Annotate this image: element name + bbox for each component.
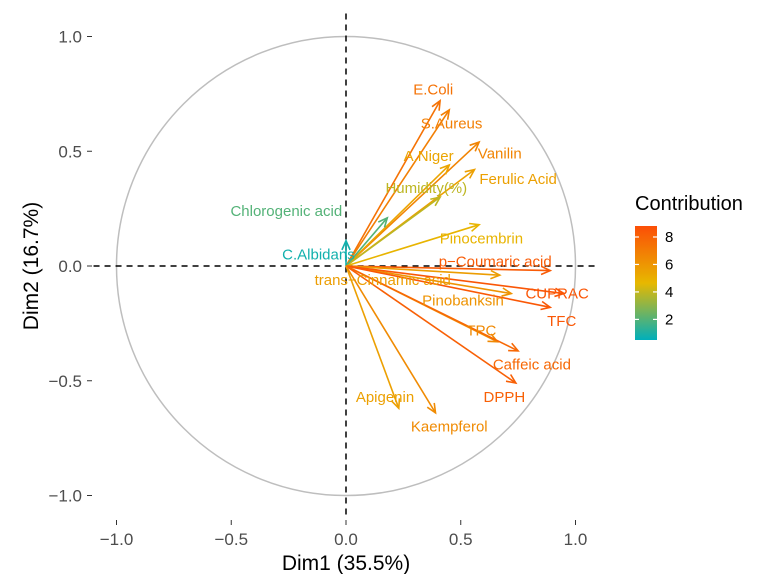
arrow-head <box>469 222 481 232</box>
variable-label: Pinobanksin <box>422 292 504 309</box>
arrow-shaft <box>345 265 500 276</box>
contribution-legend: Contribution 2 4 6 8 <box>635 193 743 340</box>
x-tick-label: 0.0 <box>334 530 358 549</box>
arrow-shaft <box>345 100 441 267</box>
arrow-head <box>341 238 351 251</box>
axes: −1.0 −0.5 0.0 0.5 1.0 −1.0 −0.5 0.0 0.5 1.0 <box>48 28 587 550</box>
y-tick-label: 0.5 <box>58 142 82 161</box>
variable-label: Ferulic Acid <box>479 171 557 188</box>
variable-label: DPPH <box>484 389 526 406</box>
arrow-shaft <box>345 265 551 309</box>
arrow-head <box>469 140 481 152</box>
arrow-head <box>391 398 401 411</box>
variable-label: trans−Cinnamic acid <box>315 272 451 289</box>
arrow-pinobanksin <box>345 265 514 297</box>
arrow-shaft <box>345 265 437 414</box>
arrow-apigenin <box>345 265 401 411</box>
arrow-shaft <box>345 265 565 295</box>
arrow-p-coumaric-acid <box>345 265 553 276</box>
arrow-head <box>505 374 518 385</box>
variable-label: TFC <box>547 313 576 330</box>
variable-label: C.Albidans <box>282 247 355 264</box>
arrow-head <box>540 265 553 276</box>
arrow-head <box>431 99 442 111</box>
legend-title: Contribution <box>635 193 743 215</box>
arrow-shaft <box>345 265 517 384</box>
arrow-head <box>487 333 500 343</box>
arrow-head <box>508 342 520 352</box>
arrow-head <box>377 216 389 228</box>
arrow-humidity <box>345 195 442 267</box>
variable-label: Apigenin <box>356 389 414 406</box>
arrow-dpph <box>345 265 518 385</box>
legend-tick-label: 2 <box>665 311 673 328</box>
arrow-c-albidans <box>341 238 351 266</box>
variable-label: A.Niger <box>404 148 454 165</box>
legend-colorbar <box>635 226 657 340</box>
arrow-head <box>440 108 451 120</box>
x-tick-label: 1.0 <box>564 530 588 549</box>
arrow-s-aureus <box>345 108 451 267</box>
arrow-head <box>439 163 451 175</box>
y-tick-label: 1.0 <box>58 28 82 47</box>
arrow-kaempferol <box>345 265 437 415</box>
variable-label: CUPRAC <box>525 286 589 303</box>
legend-tick-label: 8 <box>665 229 673 246</box>
variable-label: Vanilin <box>478 146 522 163</box>
variable-label: TPC <box>466 322 496 339</box>
variable-label: Humidity(%) <box>385 180 467 197</box>
variable-label: Caffeic acid <box>493 357 571 374</box>
plot-area: E.Coli S.Aureus Vanilin A.Niger Ferulic Acid… <box>93 13 599 519</box>
arrow-shaft <box>345 265 512 295</box>
arrow-trans-cinnamic-acid <box>345 265 502 280</box>
x-tick-label: −1.0 <box>100 530 134 549</box>
y-axis-title: Dim2 (16.7%) <box>20 202 43 330</box>
arrow-head <box>426 402 437 415</box>
variable-label: S.Aureus <box>421 116 483 133</box>
variable-label: Kaempferol <box>411 419 488 436</box>
arrow-cuprac <box>345 265 566 298</box>
x-axis-title: Dim1 (35.5%) <box>282 552 410 574</box>
y-tick-label: 0.0 <box>58 257 82 276</box>
arrow-head <box>540 300 553 311</box>
arrow-shaft <box>345 265 551 272</box>
y-tick-label: −1.0 <box>48 487 82 506</box>
arrow-chlorogenic-acid <box>345 216 389 267</box>
y-tick-label: −0.5 <box>48 372 82 391</box>
variable-label: Pinocembrin <box>440 230 523 247</box>
arrow-shaft <box>345 223 480 267</box>
arrow-head <box>464 168 477 179</box>
x-tick-label: 0.5 <box>449 530 473 549</box>
arrow-pinocembrin <box>345 222 481 267</box>
legend-tick-label: 4 <box>665 284 673 301</box>
arrow-head <box>490 269 502 280</box>
legend-tick-label: 6 <box>665 256 673 273</box>
arrow-e-coli <box>345 99 442 267</box>
variable-label: E.Coli <box>413 81 453 98</box>
arrow-shaft <box>345 217 388 267</box>
arrow-shaft <box>345 109 450 267</box>
arrow-shaft <box>345 196 441 267</box>
arrow-head <box>430 195 442 207</box>
arrow-head <box>501 287 514 297</box>
arrow-a-niger <box>345 163 451 267</box>
arrow-caffeic-acid <box>345 265 520 352</box>
x-tick-label: −0.5 <box>214 530 248 549</box>
arrow-shaft <box>345 265 519 352</box>
variable-label: Chlorogenic acid <box>230 203 342 220</box>
arrow-head <box>554 287 566 298</box>
arrow-shaft <box>345 164 450 267</box>
variable-label: p−Coumaric acid <box>439 253 552 270</box>
arrow-shaft <box>345 265 400 409</box>
arrow-tfc <box>345 265 553 311</box>
